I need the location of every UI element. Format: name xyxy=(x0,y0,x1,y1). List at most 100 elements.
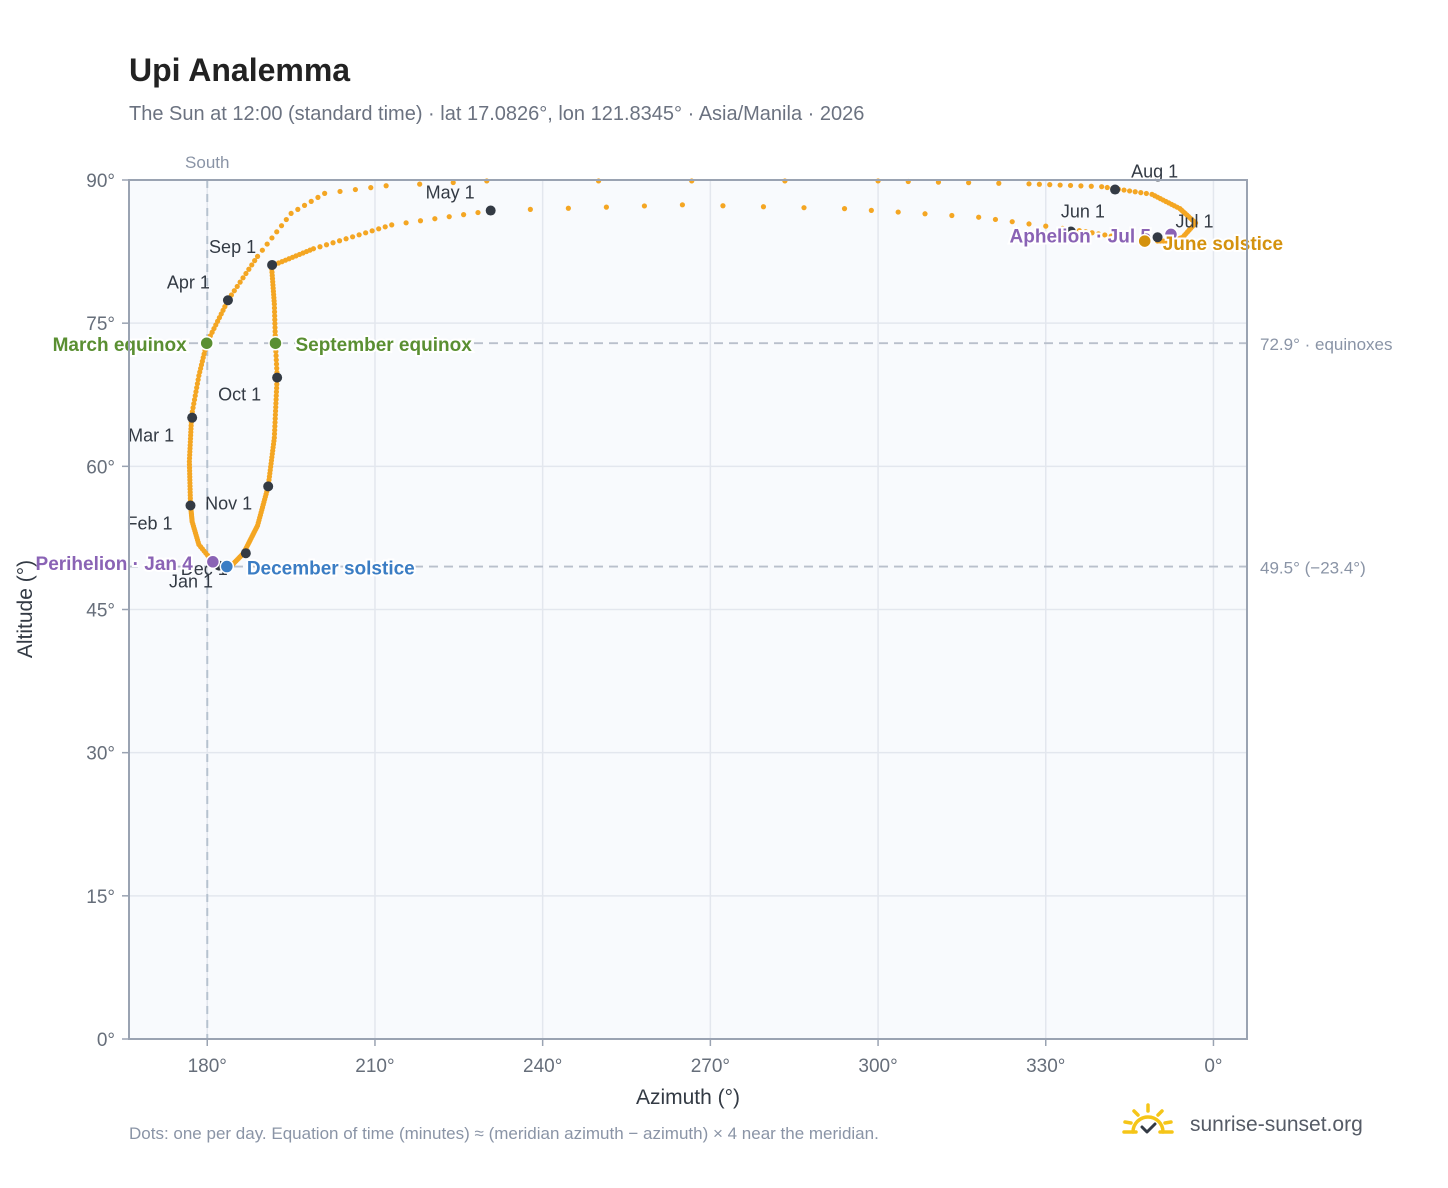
daily-sun-dot xyxy=(922,211,928,217)
daily-sun-dot xyxy=(274,381,280,387)
x-tick-label: 270° xyxy=(691,1056,730,1077)
daily-sun-dot xyxy=(343,236,349,242)
daily-sun-dot xyxy=(450,179,456,186)
event-label: December solstice xyxy=(247,559,415,580)
month-marker-label: Apr 1 xyxy=(167,272,210,292)
month-marker-label: Aug 1 xyxy=(1131,162,1178,182)
daily-sun-dot xyxy=(317,244,323,250)
daily-sun-dot xyxy=(246,266,252,272)
daily-sun-dot xyxy=(278,223,285,229)
daily-sun-dot xyxy=(446,214,452,220)
daily-sun-dot xyxy=(389,222,395,228)
daily-sun-dot xyxy=(193,389,199,395)
sun-logo-icon xyxy=(1122,1103,1174,1134)
daily-sun-dot xyxy=(895,209,901,215)
event-label: September equinox xyxy=(295,335,472,356)
month-marker-label: Mar 1 xyxy=(128,426,174,446)
event-marker-dot xyxy=(268,335,283,351)
daily-sun-dot xyxy=(273,396,279,403)
daily-sun-dot xyxy=(996,180,1002,186)
daily-sun-dot xyxy=(315,194,321,200)
daily-sun-dot xyxy=(272,423,278,429)
brand-name[interactable]: sunrise-sunset.org xyxy=(1190,1113,1363,1136)
y-tick-label: 15° xyxy=(86,887,115,908)
daily-sun-dot xyxy=(264,241,270,247)
event-marker-dot xyxy=(1137,233,1152,249)
daily-sun-dot xyxy=(243,270,249,277)
daily-sun-dot xyxy=(272,416,278,422)
x-tick-label: 330° xyxy=(1026,1056,1065,1077)
daily-sun-dot xyxy=(249,262,255,268)
daily-sun-dot xyxy=(1067,182,1074,189)
month-markers: Jan 1 Feb 1 Mar 1 Apr 1 May 1 Jun 1 Jul 1 Aug 1… xyxy=(126,162,1213,592)
daily-sun-dot xyxy=(272,324,278,331)
y-tick-label: 30° xyxy=(86,744,115,765)
month-marker-label: May 1 xyxy=(426,183,475,203)
daily-sun-dot xyxy=(1043,223,1049,229)
daily-sun-dot xyxy=(1009,219,1015,225)
event-marker-dot xyxy=(205,554,221,570)
event-marker-dot xyxy=(1163,227,1179,242)
chart-subtitle: The Sun at 12:00 (standard time) · lat 1… xyxy=(129,103,865,125)
month-marker-dot xyxy=(267,259,278,270)
meridian-label: South xyxy=(185,153,229,172)
event-label: Perihelion · Jan 4 xyxy=(36,554,194,575)
daily-sun-dot xyxy=(1026,221,1032,227)
daily-sun-dot xyxy=(237,279,243,285)
month-marker-label: Sep 1 xyxy=(209,237,256,257)
daily-sun-dot xyxy=(760,204,767,210)
daily-sun-dot xyxy=(1129,236,1136,242)
daily-sun-dot xyxy=(641,203,647,209)
month-marker-dot xyxy=(272,372,283,383)
daily-sun-dot xyxy=(1078,183,1084,189)
reference-lines: South 72.9° · equinoxes 49.5° (−23.4°) xyxy=(129,153,1393,1039)
daily-sun-dot xyxy=(382,224,388,230)
daily-sun-dot xyxy=(352,186,358,193)
daily-sun-dot xyxy=(273,393,279,399)
daily-sun-dot xyxy=(841,206,848,212)
daily-sun-dot xyxy=(1143,190,1149,197)
daily-sun-dot xyxy=(272,328,278,335)
daily-sun-dot xyxy=(194,385,200,391)
x-tick-label: 240° xyxy=(523,1056,562,1077)
daily-sun-dot xyxy=(330,240,336,246)
daily-sun-dot xyxy=(363,230,369,236)
month-marker-label: Jul 1 xyxy=(1176,211,1214,231)
daily-sun-dot xyxy=(603,204,609,210)
daily-sun-dot xyxy=(966,180,972,186)
daily-sun-dot xyxy=(1026,181,1032,187)
daily-sun-dot xyxy=(368,185,374,191)
daily-sun-dot xyxy=(383,183,389,189)
month-marker-dot xyxy=(222,295,233,306)
daily-sun-dot xyxy=(272,313,278,319)
daily-sun-dot xyxy=(273,389,280,395)
y-axis-label: Altitude (°) xyxy=(14,560,37,658)
x-tick-label: 210° xyxy=(355,1056,394,1077)
daily-sun-dot xyxy=(475,209,481,216)
daily-sun-dot xyxy=(992,216,999,223)
daily-sun-dot xyxy=(191,401,197,407)
month-marker-dot xyxy=(187,412,198,423)
daily-sun-dot xyxy=(1132,189,1138,195)
brand[interactable]: sunrise-sunset.org xyxy=(1120,1100,1390,1148)
daily-sun-dot xyxy=(337,188,343,195)
daily-sun-dot xyxy=(868,207,874,213)
daily-sun-dot xyxy=(273,400,279,406)
daily-sun-dot xyxy=(565,205,571,211)
daily-sun-dot xyxy=(234,283,240,290)
month-marker-dot xyxy=(1152,232,1163,243)
event-label: March equinox xyxy=(53,335,188,356)
daily-sun-dot xyxy=(273,404,279,410)
daily-sun-dot xyxy=(195,377,201,383)
daily-sun-dot xyxy=(272,419,278,426)
daily-sun-dot xyxy=(1095,231,1102,237)
x-tick-label: 180° xyxy=(188,1056,227,1077)
month-marker-dot xyxy=(1110,184,1121,195)
axes: 0° 15° 30° 45° 60° 75° 90° 180° 210° 240° 270° 300°… xyxy=(86,171,1222,1077)
daily-sun-dot xyxy=(274,385,280,391)
daily-sun-dot xyxy=(274,365,280,371)
daily-sun-dot xyxy=(271,309,278,315)
daily-sun-dot xyxy=(1127,188,1133,194)
daily-sun-dot xyxy=(191,397,198,403)
